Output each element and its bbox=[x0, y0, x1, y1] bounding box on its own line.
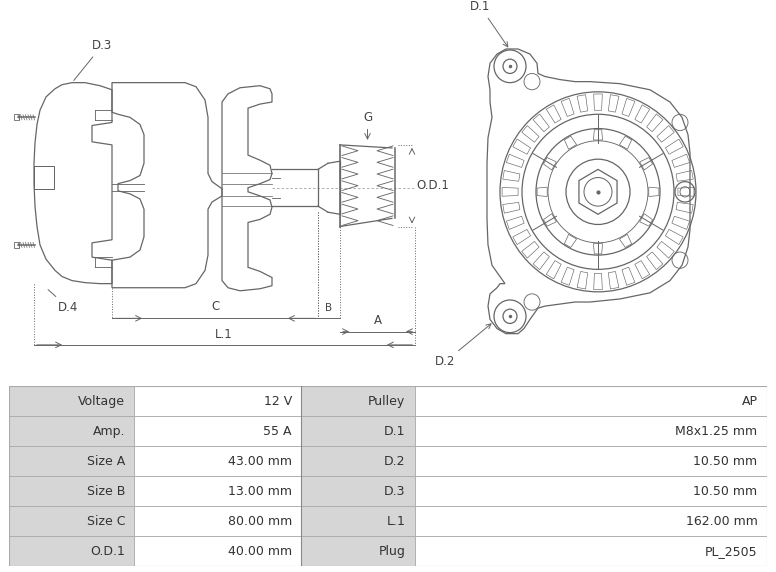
Text: D.2: D.2 bbox=[384, 455, 405, 468]
Bar bbox=[134, 446, 301, 476]
Bar bbox=[414, 506, 767, 537]
Bar bbox=[301, 537, 414, 566]
Bar bbox=[414, 476, 767, 506]
Text: Size A: Size A bbox=[87, 455, 125, 468]
Text: A: A bbox=[373, 313, 382, 327]
Text: 13.00 mm: 13.00 mm bbox=[228, 484, 292, 498]
Text: L.1: L.1 bbox=[215, 328, 233, 341]
Text: D.3: D.3 bbox=[384, 484, 405, 498]
Text: Plug: Plug bbox=[379, 545, 405, 558]
Text: O.D.1: O.D.1 bbox=[90, 545, 125, 558]
Text: AP: AP bbox=[742, 395, 757, 408]
Bar bbox=[14, 114, 19, 120]
Text: O.D.1: O.D.1 bbox=[416, 179, 449, 192]
Text: D.1: D.1 bbox=[384, 424, 405, 438]
Bar bbox=[9, 416, 134, 446]
Text: Pulley: Pulley bbox=[368, 395, 405, 408]
Text: D.3: D.3 bbox=[74, 39, 113, 81]
Bar bbox=[9, 476, 134, 506]
Text: 10.50 mm: 10.50 mm bbox=[694, 455, 757, 468]
Text: 55 A: 55 A bbox=[263, 424, 292, 438]
Bar bbox=[134, 537, 301, 566]
Text: Voltage: Voltage bbox=[78, 395, 125, 408]
Bar bbox=[414, 446, 767, 476]
Text: 10.50 mm: 10.50 mm bbox=[694, 484, 757, 498]
Bar bbox=[301, 416, 414, 446]
Text: D.4: D.4 bbox=[48, 289, 78, 314]
Bar bbox=[34, 166, 54, 189]
Text: 40.00 mm: 40.00 mm bbox=[227, 545, 292, 558]
Bar bbox=[9, 446, 134, 476]
Bar bbox=[134, 476, 301, 506]
Bar bbox=[9, 386, 134, 416]
Text: 162.00 mm: 162.00 mm bbox=[686, 515, 757, 528]
Bar bbox=[301, 446, 414, 476]
Bar bbox=[414, 537, 767, 566]
Text: PL_2505: PL_2505 bbox=[705, 545, 757, 558]
Bar bbox=[134, 386, 301, 416]
Bar bbox=[134, 506, 301, 537]
Bar bbox=[414, 386, 767, 416]
Bar bbox=[414, 416, 767, 446]
Bar bbox=[14, 242, 19, 248]
Text: Amp.: Amp. bbox=[92, 424, 125, 438]
Text: 80.00 mm: 80.00 mm bbox=[227, 515, 292, 528]
Bar bbox=[301, 476, 414, 506]
Bar bbox=[9, 506, 134, 537]
Text: 12 V: 12 V bbox=[264, 395, 292, 408]
Text: B: B bbox=[325, 303, 333, 313]
Text: Size B: Size B bbox=[87, 484, 125, 498]
Bar bbox=[9, 537, 134, 566]
Text: G: G bbox=[363, 112, 372, 125]
Text: 43.00 mm: 43.00 mm bbox=[228, 455, 292, 468]
Text: Size C: Size C bbox=[87, 515, 125, 528]
Text: M8x1.25 mm: M8x1.25 mm bbox=[675, 424, 757, 438]
Bar bbox=[301, 386, 414, 416]
Text: C: C bbox=[211, 300, 219, 313]
Text: L.1: L.1 bbox=[386, 515, 405, 528]
Text: D.2: D.2 bbox=[435, 324, 491, 368]
Bar bbox=[134, 416, 301, 446]
Text: D.1: D.1 bbox=[470, 0, 508, 47]
Bar bbox=[301, 506, 414, 537]
